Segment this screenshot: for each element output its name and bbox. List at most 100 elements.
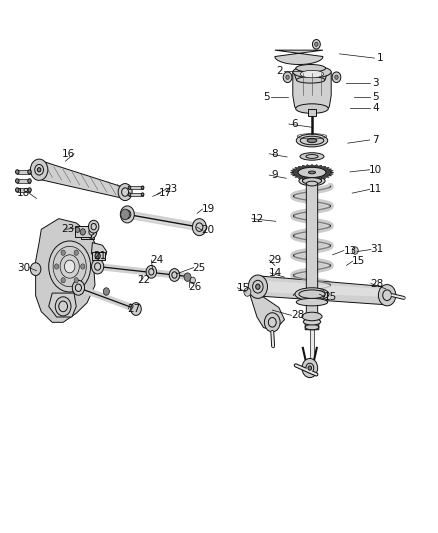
Circle shape [121, 209, 130, 220]
Circle shape [244, 288, 251, 296]
Text: 15: 15 [352, 256, 365, 266]
Polygon shape [254, 276, 391, 305]
Circle shape [88, 220, 99, 233]
Circle shape [53, 246, 86, 287]
Ellipse shape [296, 134, 328, 147]
Text: 29: 29 [268, 255, 282, 265]
Circle shape [172, 272, 177, 278]
Circle shape [15, 179, 19, 183]
Circle shape [54, 264, 59, 269]
Circle shape [103, 288, 110, 295]
Circle shape [332, 72, 341, 83]
Text: 25: 25 [193, 263, 206, 272]
Text: 17: 17 [159, 188, 173, 198]
Circle shape [81, 264, 85, 269]
Text: 24: 24 [150, 255, 164, 265]
Circle shape [306, 364, 314, 373]
Circle shape [60, 255, 79, 278]
Ellipse shape [296, 104, 328, 114]
Circle shape [149, 269, 154, 275]
Text: 11: 11 [369, 184, 382, 195]
Text: 31: 31 [371, 245, 384, 254]
Text: 9: 9 [272, 170, 278, 180]
Text: 7: 7 [372, 135, 378, 145]
Polygon shape [293, 72, 331, 112]
Circle shape [61, 278, 65, 283]
Circle shape [128, 193, 131, 196]
Bar [92, 252, 105, 260]
Ellipse shape [299, 290, 325, 298]
Bar [17, 179, 29, 183]
Circle shape [141, 193, 144, 196]
Circle shape [64, 260, 75, 273]
Circle shape [312, 39, 320, 49]
Circle shape [30, 159, 48, 180]
Circle shape [35, 165, 43, 175]
Circle shape [141, 186, 144, 189]
Ellipse shape [302, 312, 322, 321]
Circle shape [28, 169, 31, 174]
Ellipse shape [298, 167, 326, 177]
Circle shape [124, 210, 131, 219]
Circle shape [122, 188, 129, 196]
Text: 20: 20 [201, 225, 215, 236]
Circle shape [318, 290, 325, 298]
Bar [17, 188, 29, 192]
Circle shape [59, 301, 67, 312]
Circle shape [308, 366, 311, 370]
Bar [310, 183, 314, 362]
Circle shape [15, 169, 19, 174]
Circle shape [80, 229, 85, 235]
Ellipse shape [296, 298, 328, 306]
Circle shape [253, 280, 263, 293]
Ellipse shape [293, 66, 331, 78]
Circle shape [378, 285, 396, 306]
Circle shape [95, 253, 100, 259]
Text: 28: 28 [371, 279, 384, 288]
Circle shape [55, 297, 71, 316]
Text: 2: 2 [276, 66, 283, 76]
Bar [130, 192, 143, 196]
Polygon shape [49, 293, 76, 317]
Text: 22: 22 [137, 275, 151, 285]
Polygon shape [35, 219, 98, 322]
Ellipse shape [299, 176, 325, 185]
Ellipse shape [296, 64, 325, 72]
Circle shape [95, 263, 101, 270]
Circle shape [131, 303, 141, 316]
Circle shape [268, 318, 276, 327]
Polygon shape [305, 183, 319, 330]
Text: 5: 5 [372, 92, 378, 102]
Circle shape [92, 259, 104, 274]
Circle shape [286, 75, 289, 79]
Circle shape [91, 223, 96, 230]
Text: 26: 26 [188, 282, 201, 292]
Polygon shape [290, 165, 334, 180]
Text: 16: 16 [62, 149, 75, 159]
Text: 10: 10 [369, 165, 382, 175]
Circle shape [128, 186, 131, 189]
Text: 15: 15 [237, 283, 250, 293]
Circle shape [184, 273, 191, 281]
Ellipse shape [306, 155, 318, 158]
Circle shape [248, 275, 268, 298]
Ellipse shape [297, 77, 325, 83]
Circle shape [256, 284, 260, 289]
Text: 14: 14 [269, 268, 283, 278]
Bar [307, 109, 316, 116]
Text: 3: 3 [372, 78, 378, 88]
Text: 23: 23 [164, 184, 177, 195]
Polygon shape [261, 280, 387, 297]
Circle shape [49, 241, 91, 292]
Circle shape [28, 179, 31, 183]
Circle shape [265, 313, 280, 332]
Circle shape [192, 219, 206, 236]
Circle shape [86, 225, 97, 238]
Circle shape [30, 263, 41, 276]
Bar [75, 225, 91, 237]
Circle shape [89, 229, 94, 235]
Text: 23: 23 [62, 224, 75, 235]
Ellipse shape [300, 136, 324, 145]
Ellipse shape [306, 181, 318, 186]
Polygon shape [92, 243, 107, 260]
